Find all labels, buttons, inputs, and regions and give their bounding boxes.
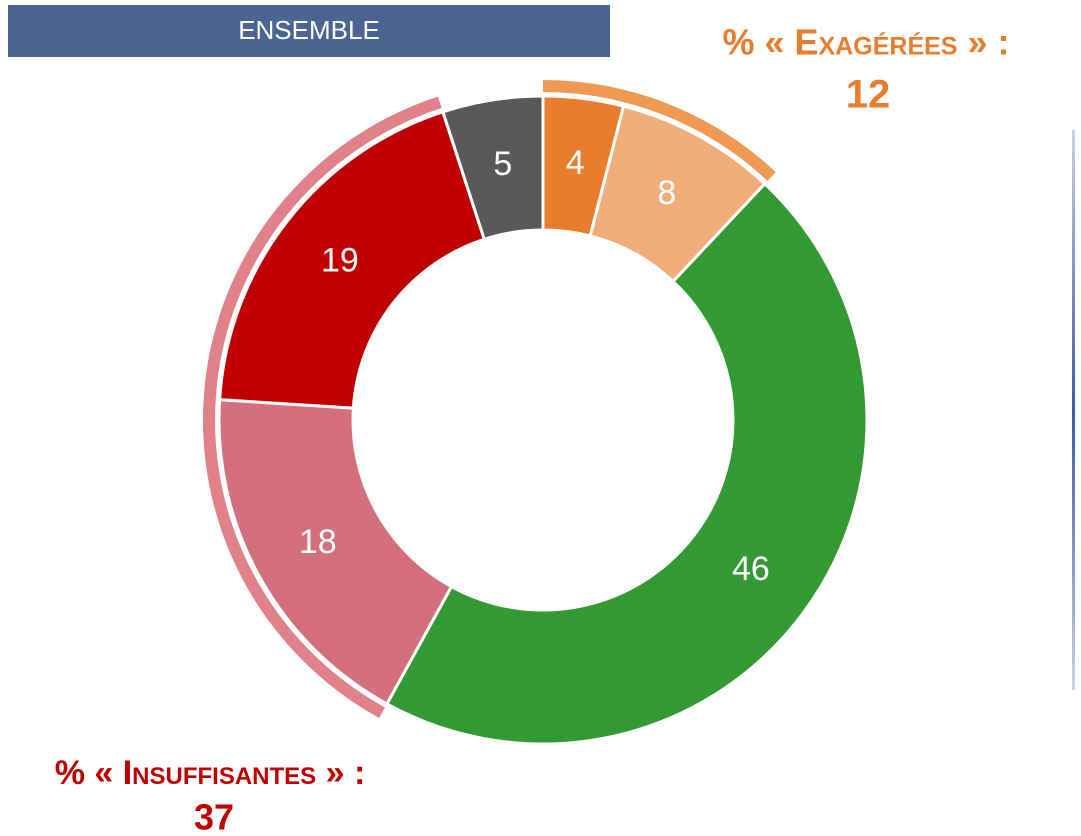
data-label: 18 bbox=[299, 523, 337, 561]
data-label: 5 bbox=[493, 145, 512, 183]
chart-title: ENSEMBLE bbox=[238, 15, 380, 45]
donut-segment bbox=[384, 181, 869, 746]
donut-segment bbox=[440, 94, 545, 242]
donut-segment bbox=[218, 109, 487, 410]
donut-segment bbox=[217, 398, 454, 706]
side-rule bbox=[1072, 130, 1075, 690]
annotation-label: % « Exagérées » : bbox=[723, 22, 1010, 63]
annotation-label: % « Insuffisantes » : bbox=[55, 754, 366, 792]
annotation-value: 12 bbox=[846, 73, 891, 117]
data-label: 19 bbox=[321, 241, 359, 279]
annotation-value: 37 bbox=[194, 797, 234, 836]
data-label: 8 bbox=[657, 174, 676, 212]
data-label: 46 bbox=[732, 550, 770, 588]
group-arc bbox=[543, 80, 776, 181]
title-bar bbox=[8, 5, 610, 57]
data-label: 4 bbox=[566, 144, 585, 182]
